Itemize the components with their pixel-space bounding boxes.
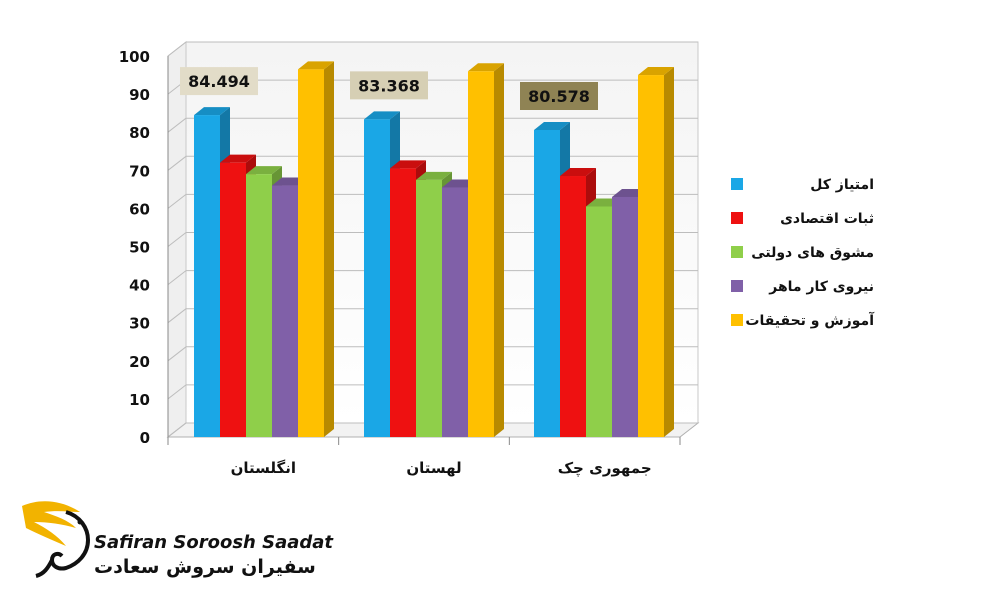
bar-front xyxy=(364,119,390,437)
y-tick-label: 30 xyxy=(129,315,150,333)
bar-front xyxy=(612,196,638,437)
gridline-diagonal xyxy=(167,232,187,247)
bar-top xyxy=(468,63,504,72)
bar-top xyxy=(298,61,334,70)
bar-top xyxy=(390,160,426,169)
bar-front xyxy=(442,187,468,437)
bar-top xyxy=(560,168,596,177)
legend-swatch xyxy=(731,178,743,190)
category-label: لهستان xyxy=(406,459,461,477)
bar-top xyxy=(416,171,452,180)
y-tick-label: 10 xyxy=(129,391,150,409)
data-labels: 84.494 83.368 80.578 xyxy=(180,67,598,110)
y-tick-label: 90 xyxy=(129,86,150,104)
bar-top xyxy=(638,67,674,76)
gridline-diagonal xyxy=(167,117,187,133)
gridline-diagonal xyxy=(167,155,187,171)
data-label: 83.368 xyxy=(358,76,420,95)
bar xyxy=(298,61,334,438)
bar-top xyxy=(194,107,230,116)
bar-front xyxy=(586,206,612,437)
data-label: 84.494 xyxy=(188,72,250,91)
bars xyxy=(194,61,674,438)
legend-swatch xyxy=(731,314,743,326)
y-tick-label: 100 xyxy=(119,48,150,66)
legend-swatch xyxy=(731,280,743,292)
data-label-box xyxy=(520,81,598,110)
category-label: انگلستان xyxy=(231,459,296,477)
gridline-diagonal xyxy=(167,41,187,57)
y-tick-label: 80 xyxy=(129,124,150,142)
bar-front xyxy=(416,179,442,437)
bar-top xyxy=(534,121,570,130)
gridline-diagonal xyxy=(167,346,187,362)
bar-top xyxy=(246,166,282,175)
legend-label: مشوق های دولتی xyxy=(751,245,874,261)
logo-name-persian: سفیران سروش سعادت xyxy=(94,556,316,578)
brand-logo: Safiran Soroosh Saadat سفیران سروش سعادت xyxy=(22,501,334,578)
legend-label: آموزش و تحقیقات xyxy=(745,311,875,329)
y-tick-label: 50 xyxy=(129,239,150,257)
bar-front xyxy=(390,168,416,437)
y-tick-label: 0 xyxy=(140,429,150,447)
legend-label: نیروی کار ماهر xyxy=(768,279,874,295)
bar-front xyxy=(194,115,220,438)
legend-swatch xyxy=(731,212,743,224)
bar xyxy=(468,63,504,438)
y-tick-label: 70 xyxy=(129,162,150,180)
bar-front xyxy=(220,162,246,437)
bird-logo-icon xyxy=(22,501,91,578)
bar-side xyxy=(324,61,334,438)
bar-front xyxy=(468,71,494,438)
bar-front xyxy=(638,75,664,438)
category-labels: انگلستان لهستان جمهوری چک xyxy=(167,437,681,478)
gridline-diagonal xyxy=(167,422,187,438)
y-tick-label: 40 xyxy=(129,277,150,295)
bar-side xyxy=(494,63,504,438)
bar-front xyxy=(298,69,324,438)
legend-label: ثبات اقتصادی xyxy=(780,211,874,227)
y-tick-label: 20 xyxy=(129,353,150,371)
gridline-diagonal xyxy=(167,194,187,209)
bar-front xyxy=(272,185,298,437)
bar-top xyxy=(220,154,256,163)
gridline-diagonal xyxy=(167,270,187,285)
legend-label: امتیاز کل xyxy=(810,177,874,193)
bar-side xyxy=(664,67,674,438)
data-label-box xyxy=(350,71,428,100)
bar xyxy=(638,67,674,438)
data-label: 80.578 xyxy=(528,87,590,106)
gridline-diagonal xyxy=(167,308,187,324)
bar-front xyxy=(560,176,586,437)
legend-swatch xyxy=(731,246,743,258)
y-tick-label: 60 xyxy=(129,200,150,218)
bar-front xyxy=(534,129,560,438)
data-label-box xyxy=(180,67,258,96)
bar-top xyxy=(364,111,400,120)
logo-name-english: Safiran Soroosh Saadat xyxy=(94,532,334,553)
bar-front xyxy=(246,174,272,438)
y-axis-ticks: 0 10 20 30 40 50 60 70 80 90 100 xyxy=(119,48,150,447)
category-label: جمهوری چک xyxy=(558,459,652,478)
gridline-diagonal xyxy=(167,384,187,400)
legend: امتیاز کل ثبات اقتصادی مشوق های دولتی نیروی… xyxy=(731,177,875,329)
